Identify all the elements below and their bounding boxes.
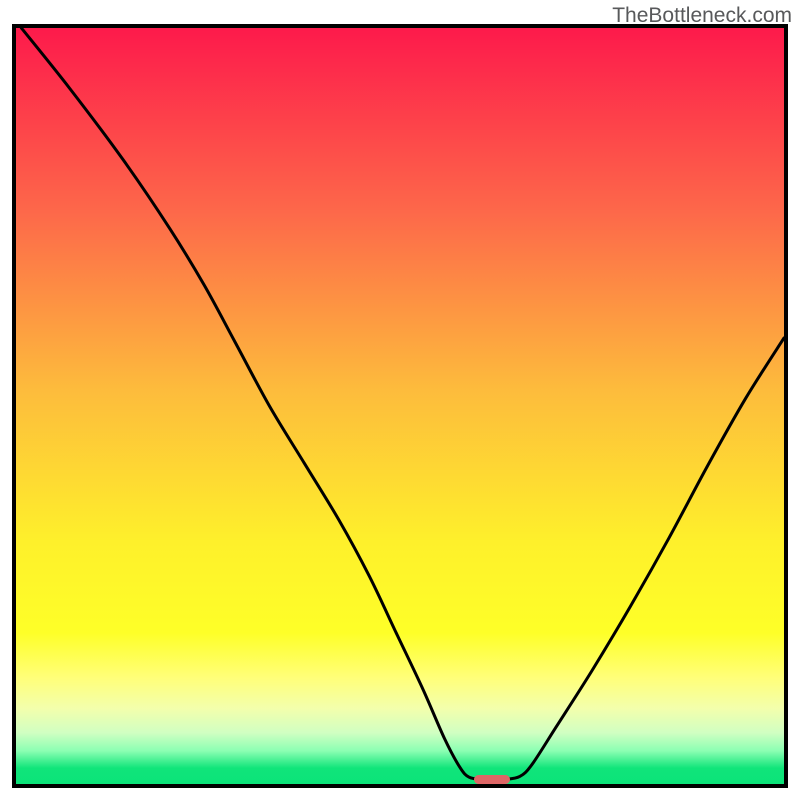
chart-container: TheBottleneck.com bbox=[0, 0, 800, 800]
bottleneck-curve bbox=[16, 28, 784, 784]
watermark-text: TheBottleneck.com bbox=[612, 4, 792, 28]
optimal-marker bbox=[474, 775, 509, 784]
plot-area bbox=[16, 28, 784, 784]
